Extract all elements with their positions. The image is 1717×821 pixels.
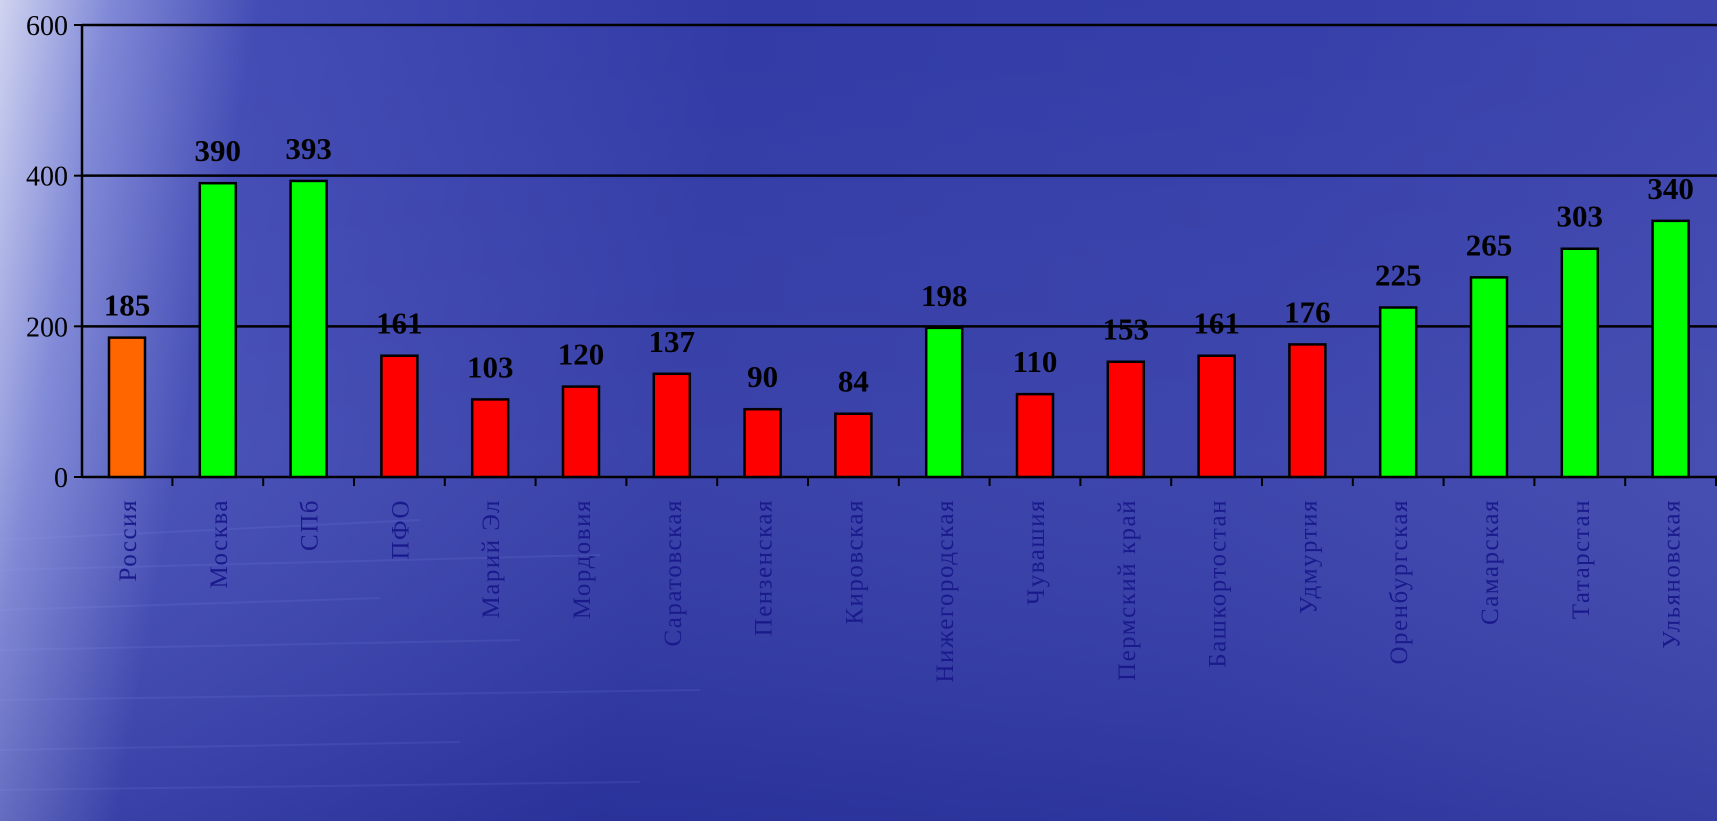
- bar-7: [652, 372, 692, 479]
- category-label: Нижегородская: [932, 499, 959, 683]
- category-label: Москва: [206, 499, 233, 589]
- category-label: Саратовская: [660, 499, 687, 646]
- value-label: 340: [1647, 171, 1694, 206]
- bar-4: [380, 354, 419, 479]
- bar-13: [1197, 354, 1236, 479]
- category-label: СПб: [297, 499, 324, 551]
- axes: [74, 24, 1717, 486]
- category-label: Россия: [115, 499, 142, 581]
- category-label: Пензенская: [751, 499, 778, 636]
- category-label: Самарская: [1477, 499, 1504, 625]
- bar-2: [198, 181, 238, 479]
- bar-9: [834, 412, 873, 479]
- x-tick-labels: Россия Москва СПб ПФО Марий Эл Мордовия Сарато…: [115, 499, 1686, 683]
- bar-15: [1378, 306, 1418, 479]
- value-label: 176: [1284, 294, 1331, 329]
- bar-10: [924, 326, 964, 479]
- value-label: 303: [1557, 199, 1604, 234]
- gridlines: [82, 23, 1717, 328]
- value-labels: 185 390 393 161 103 120 137 90 84 198 110 153 161 176…: [104, 131, 1694, 399]
- bar-11: [1015, 392, 1055, 479]
- category-label: Оренбургская: [1386, 499, 1413, 665]
- value-label: 225: [1375, 258, 1422, 293]
- value-label: 153: [1103, 312, 1150, 347]
- bar-12: [1106, 360, 1146, 479]
- value-label: 84: [838, 364, 869, 399]
- value-label: 161: [1193, 306, 1240, 341]
- category-label: Мордовия: [569, 499, 596, 619]
- category-label: Кировская: [841, 499, 868, 625]
- y-tick-label: 200: [26, 312, 68, 343]
- value-label: 265: [1466, 227, 1513, 262]
- category-label: Пермский край: [1114, 499, 1141, 681]
- bars: [107, 179, 1690, 479]
- bar-5: [470, 398, 510, 479]
- value-label: 137: [649, 324, 696, 359]
- y-tick-label: 600: [26, 11, 68, 42]
- category-label: Марий Эл: [478, 499, 505, 618]
- bar-17: [1560, 247, 1600, 479]
- bar-18: [1651, 219, 1690, 479]
- y-tick-labels: 0 200 400 600: [26, 11, 68, 494]
- value-label: 110: [1013, 344, 1058, 379]
- value-label: 120: [558, 337, 605, 372]
- y-tick-label: 0: [54, 463, 68, 494]
- bar-14: [1288, 343, 1327, 479]
- value-label: 90: [747, 359, 778, 394]
- category-label: ПФО: [387, 499, 414, 560]
- category-label: Чувашия: [1023, 499, 1050, 605]
- category-label: Ульяновская: [1659, 499, 1686, 649]
- bar-1: [107, 336, 147, 479]
- value-label: 198: [921, 278, 968, 313]
- category-label: Татарстан: [1568, 499, 1595, 619]
- category-label: Удмуртия: [1295, 499, 1322, 614]
- value-label: 103: [467, 349, 514, 384]
- value-label: 393: [285, 131, 332, 166]
- value-label: 185: [104, 288, 151, 323]
- value-label: 161: [376, 306, 423, 341]
- value-label: 390: [195, 133, 242, 168]
- bar-3: [289, 179, 328, 479]
- y-tick-label: 400: [26, 162, 68, 193]
- bar-6: [561, 385, 601, 479]
- category-label: Башкортостан: [1205, 499, 1232, 668]
- bar-16: [1469, 276, 1509, 479]
- bar-8: [743, 407, 782, 479]
